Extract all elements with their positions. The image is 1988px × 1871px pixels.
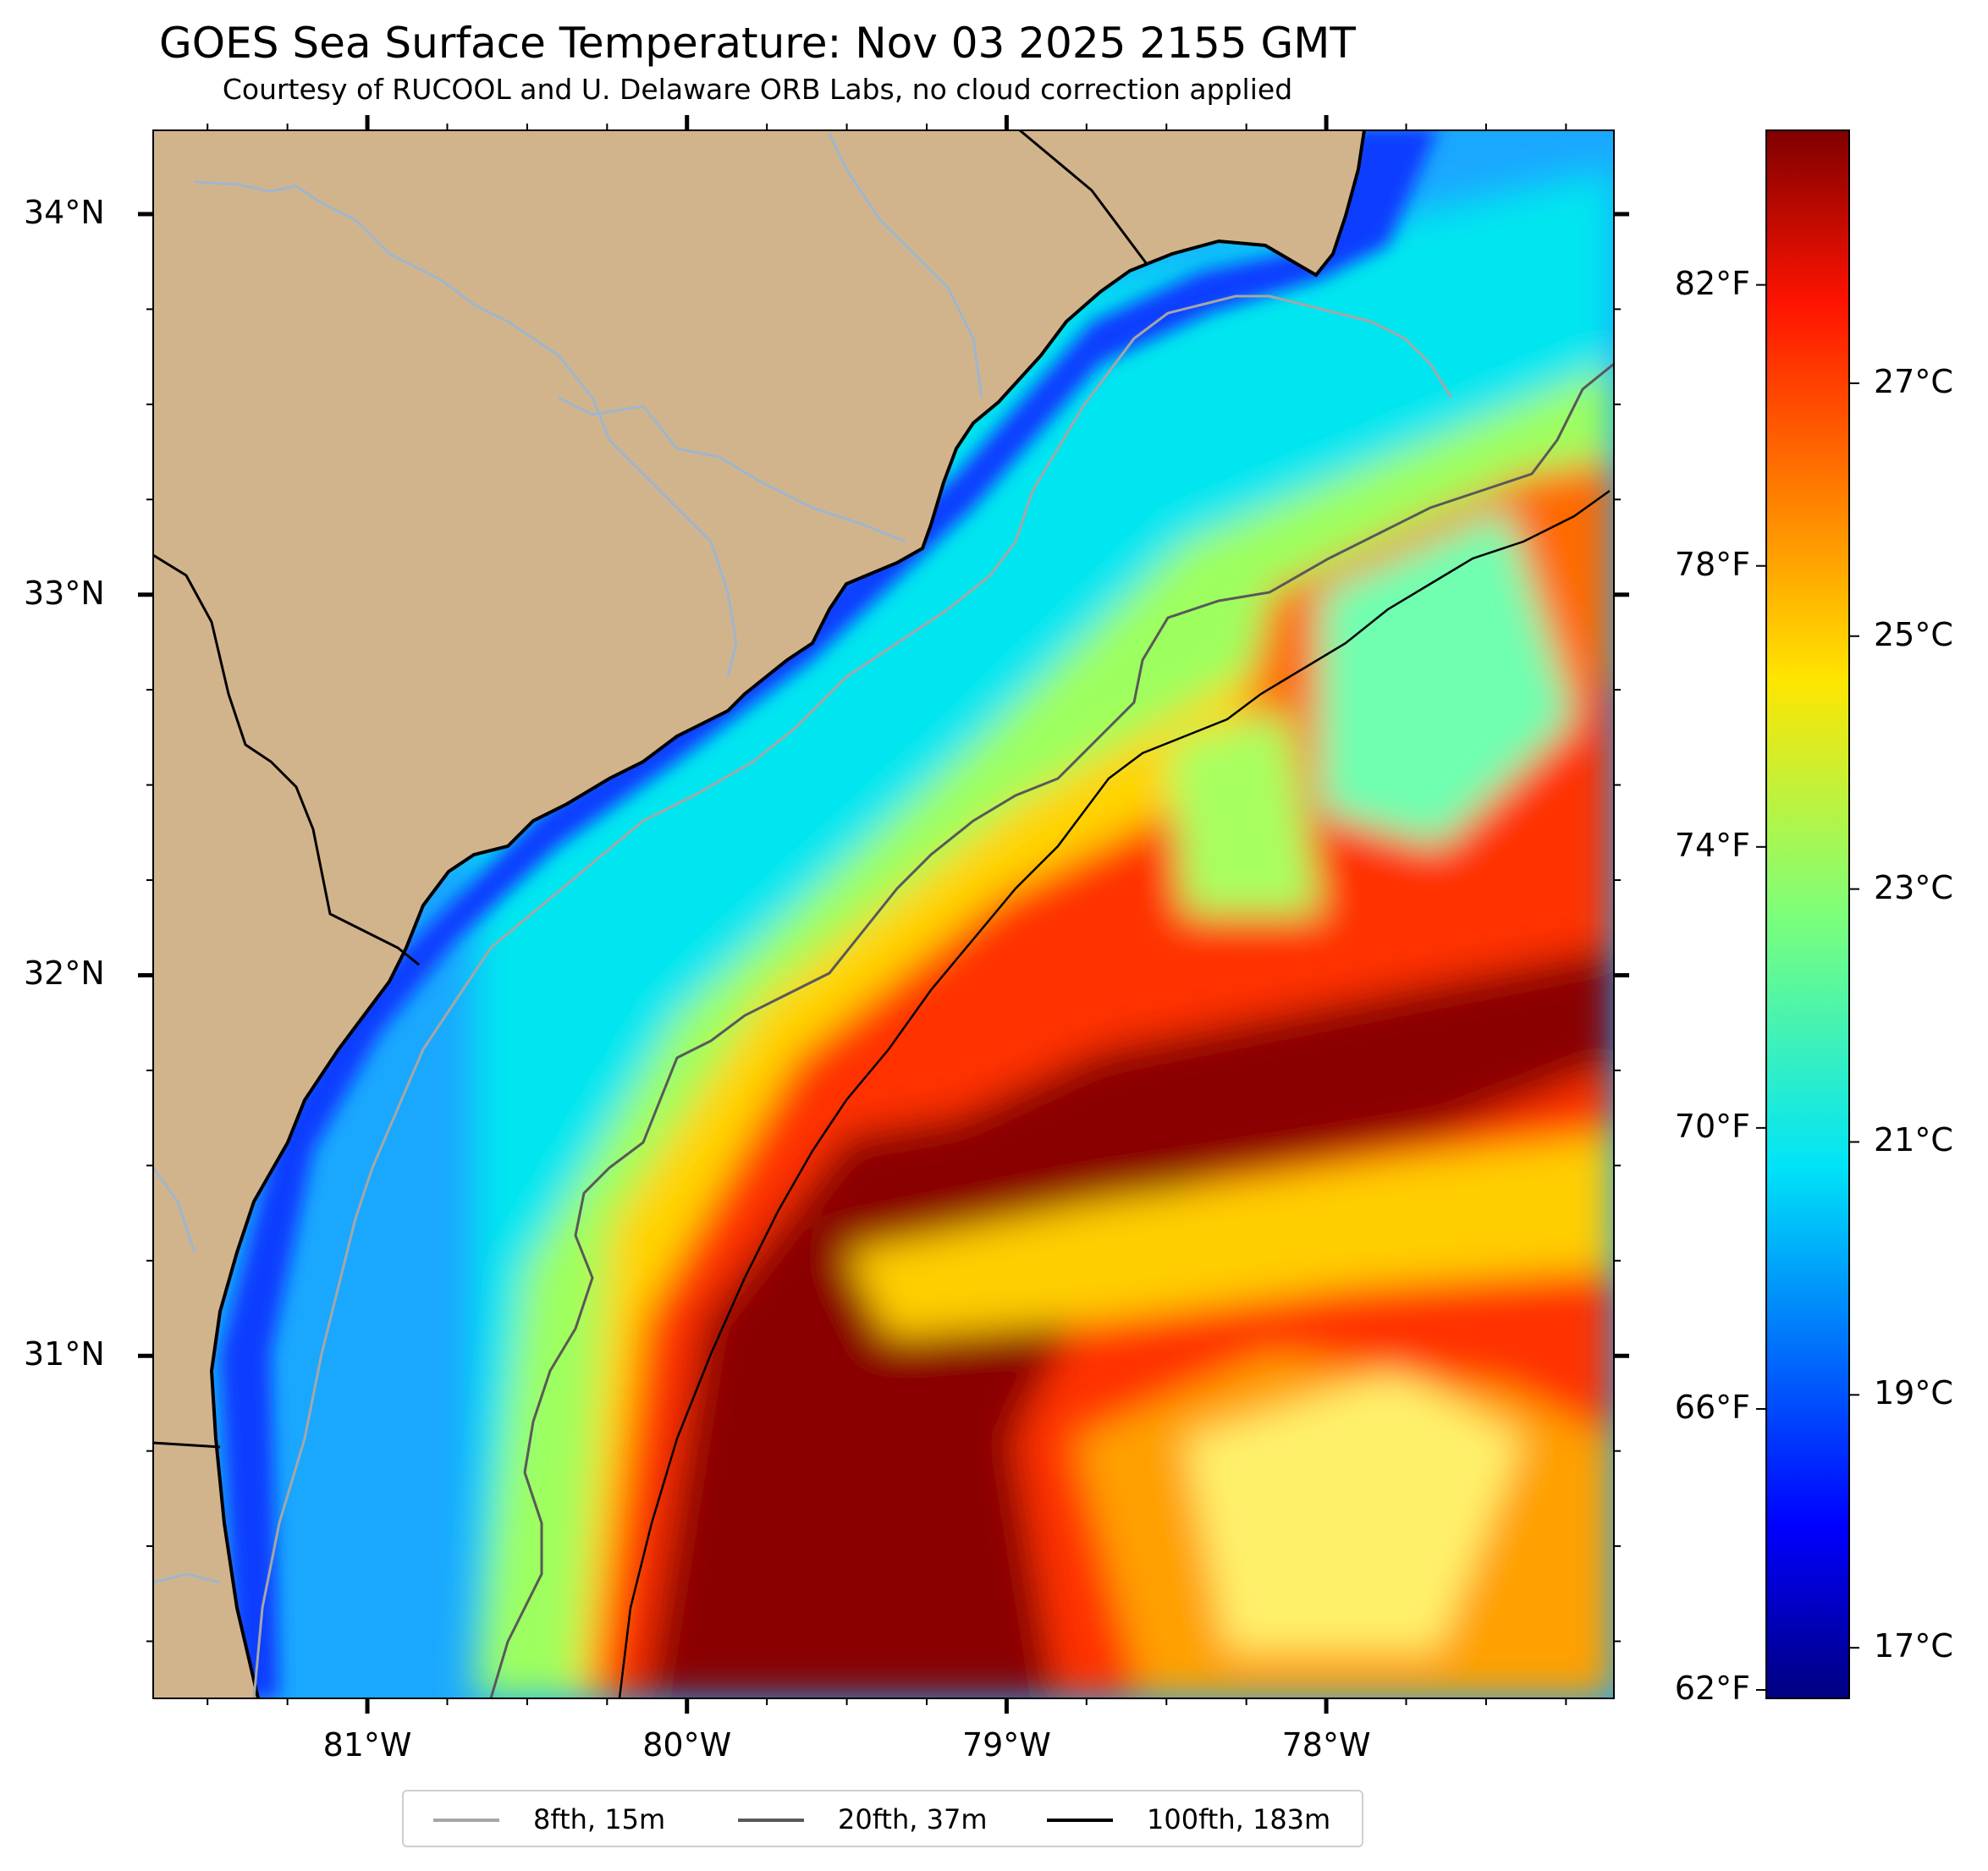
lon-tick-label: 81°W [322,1726,412,1764]
lon-tick-label: 79°W [961,1726,1051,1764]
legend-line-100fth [1047,1819,1113,1822]
land [153,130,1364,1698]
colorbar-celsius-label: 27°C [1874,362,1953,400]
isobath-20fth [489,362,1614,1698]
state-borders [153,130,1148,1449]
colorbar-fahrenheit-label: 78°F [1674,545,1750,583]
lat-tick-label: 33°N [24,574,105,612]
colorbar-celsius-label: 21°C [1874,1121,1953,1159]
legend-label-20fth: 20fth, 37m [838,1803,988,1835]
colorbar-fahrenheit-label: 66°F [1674,1388,1750,1426]
coastline [209,130,1366,1698]
colorbar-fahrenheit-label: 62°F [1674,1670,1750,1708]
lat-tick-label: 34°N [24,193,105,231]
legend-line-20fth [738,1819,804,1822]
legend-label-100fth: 100fth, 183m [1147,1803,1331,1835]
lat-tick-label: 32°N [24,955,105,993]
colorbar-ticks [1756,283,1859,1692]
colorbar [1765,129,1850,1699]
rivers [153,133,983,1584]
colorbar-fahrenheit-label: 70°F [1674,1107,1750,1145]
axis-ticks [138,115,1629,1714]
legend-label-8fth: 8fth, 15m [533,1803,666,1835]
nearshore-cold-band [220,130,1438,1698]
colorbar-fahrenheit-label: 74°F [1674,826,1750,864]
lon-tick-label: 78°W [1281,1726,1371,1764]
chart-title: GOES Sea Surface Temperature: Nov 03 202… [159,19,1356,68]
isobath-legend: 8fth, 15m 20fth, 37m 100fth, 183m [402,1790,1363,1847]
sst-field [474,169,1614,1698]
chart-subtitle: Courtesy of RUCOOL and U. Delaware ORB L… [222,73,1293,106]
colorbar-celsius-label: 17°C [1874,1627,1953,1665]
legend-line-8fth [433,1819,499,1822]
colorbar-fahrenheit-label: 82°F [1674,264,1750,302]
colorbar-celsius-label: 25°C [1874,615,1953,653]
colorbar-celsius-label: 19°C [1874,1374,1953,1412]
lat-tick-label: 31°N [24,1335,105,1373]
map-area [153,130,1614,1698]
isobath-100fth [618,489,1611,1698]
map-frame [152,129,1615,1699]
lon-tick-label: 80°W [642,1726,732,1764]
colorbar-celsius-label: 23°C [1874,868,1953,906]
isobath-8fth [252,294,1453,1698]
